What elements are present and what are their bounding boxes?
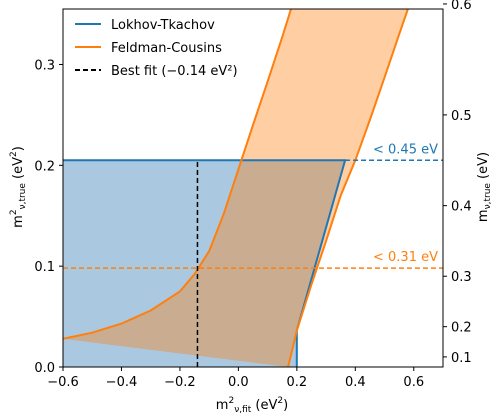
x-tick-label: 0.2 (287, 375, 308, 390)
y2-tick-label: 0.3 (451, 270, 472, 285)
legend-label: Feldman-Cousins (111, 41, 222, 56)
y-tick-label: 0.0 (34, 361, 55, 376)
lokhov-tkachov-line (63, 159, 347, 367)
axes-frame (62, 8, 444, 368)
y2-tick-label: 0.1 (451, 351, 472, 366)
y2-tick-label: 0.2 (451, 321, 472, 336)
x-tick-label: 0.6 (403, 375, 424, 390)
y2-tick-label: 0.4 (451, 200, 472, 215)
x-tick-label: 0.4 (345, 375, 366, 390)
limit-annotations: < 0.45 eV < 0.31 eV (373, 142, 438, 265)
x-axis-title: m2ν,fit (eV2) (216, 396, 288, 415)
lokhov-tkachov-band (63, 160, 346, 367)
axis-ticks: −0.6 −0.4 −0.2 0.0 0.2 0.4 0.6 0.0 0.1 0.2 0.3 0.1 0… (34, 0, 471, 390)
legend-label: Lokhov-Tkachov (111, 18, 215, 33)
legend: Lokhov-Tkachov Feldman-Cousins Best fit (−… (75, 18, 238, 79)
x-tick-label: −0.4 (106, 375, 138, 390)
y-axis-title: m2ν,true (eV2) (9, 146, 28, 228)
x-tick-label: −0.6 (47, 375, 79, 390)
plot-area (63, 9, 443, 367)
y2-tick-label: 0.6 (451, 0, 472, 13)
limit-label-feldman: < 0.31 eV (373, 250, 438, 265)
y-tick-label: 0.2 (34, 159, 55, 174)
x-tick-label: 0.0 (228, 375, 249, 390)
y2-tick-label: 0.5 (451, 109, 472, 124)
feldman-cousins-band (63, 9, 408, 367)
plot-frame (62, 8, 444, 368)
y-tick-label: 0.3 (34, 58, 55, 73)
legend-label: Best fit (−0.14 eV²) (111, 64, 238, 79)
feldman-cousins-upper-edge (63, 9, 292, 340)
y2-axis-title: mν,true (eV) (476, 152, 493, 222)
limit-label-lokhov: < 0.45 eV (373, 142, 438, 157)
x-tick-label: −0.2 (164, 375, 196, 390)
y-tick-label: 0.1 (34, 260, 55, 275)
feldman-cousins-lower-edge (287, 9, 409, 367)
